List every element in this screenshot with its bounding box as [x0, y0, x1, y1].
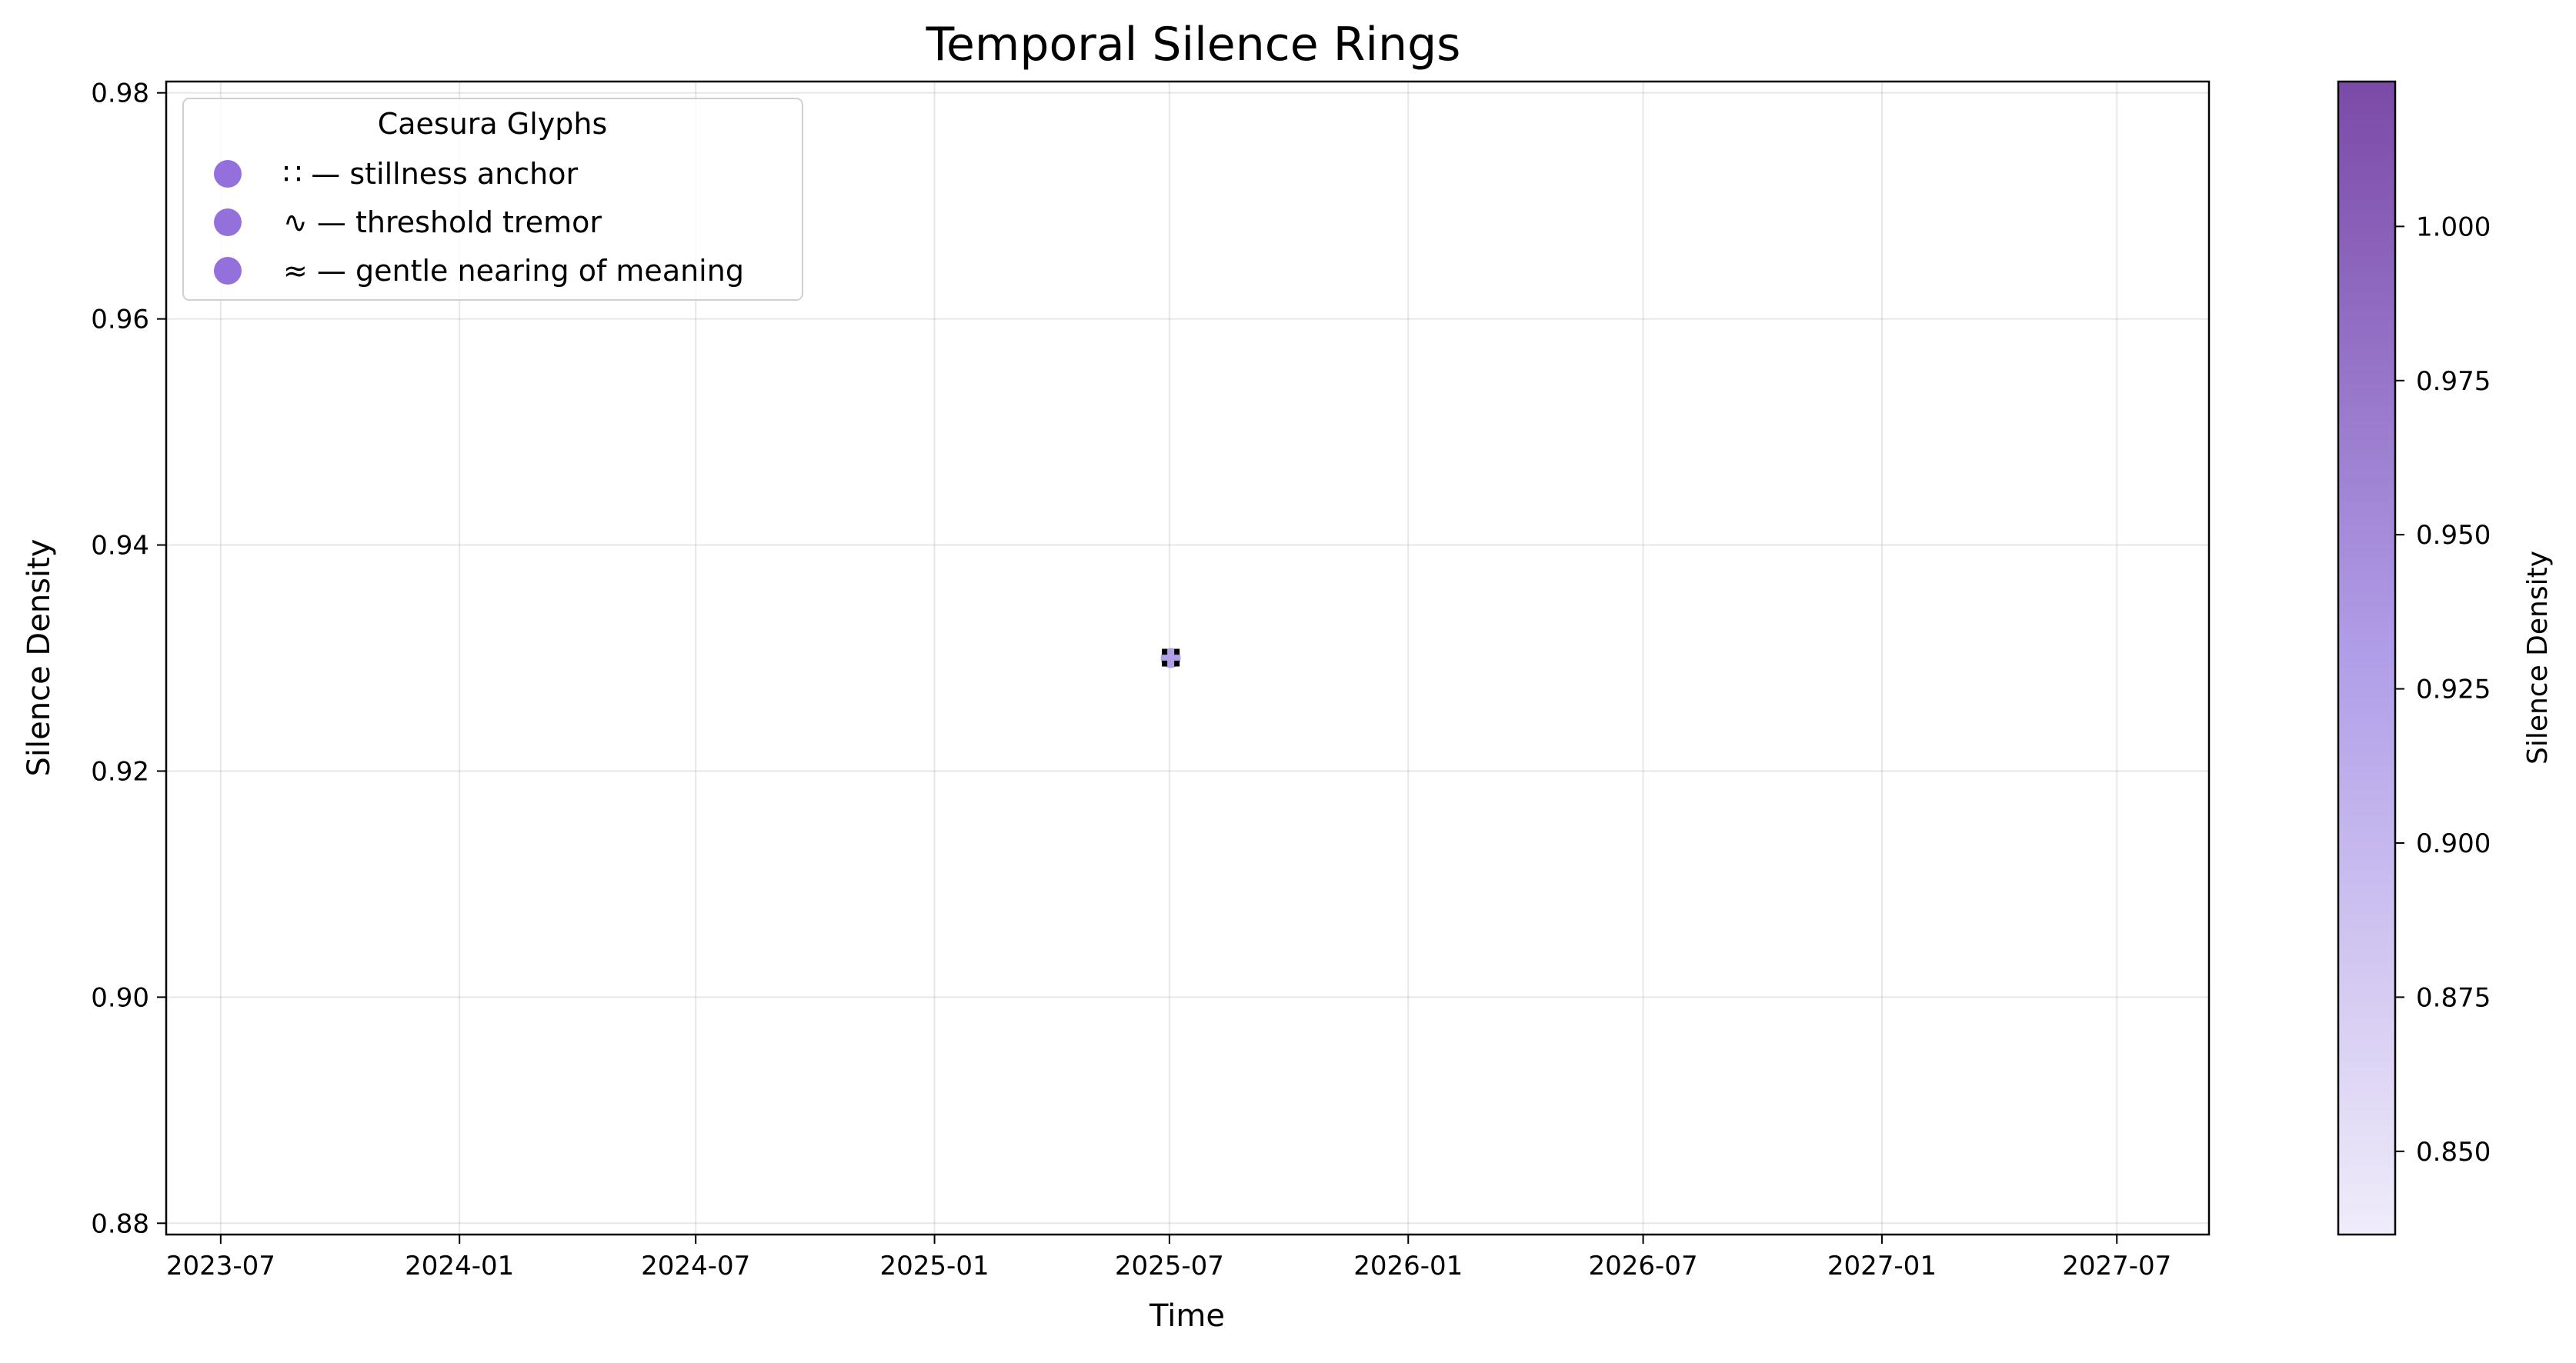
point-glyph: ∷ — [1160, 642, 1182, 677]
legend-box — [182, 98, 803, 301]
x-tick-label: 2027-07 — [2062, 1251, 2171, 1281]
colorbar-tick-label: 0.875 — [2416, 982, 2491, 1013]
data-point: ∷ — [1160, 642, 1182, 677]
y-tick-label: 0.88 — [91, 1208, 149, 1239]
legend-marker — [214, 208, 242, 236]
colorbar: 0.850 0.875 0.900 0.925 0.950 0.975 1.000 Sile… — [2337, 80, 2554, 1236]
x-tick-label: 2027-01 — [1827, 1251, 1937, 1281]
y-tick-label: 0.96 — [91, 305, 149, 335]
point-marker — [1160, 648, 1181, 668]
y-tick-label: 0.98 — [91, 78, 149, 109]
legend-entry: ≈ — gentle nearing of meaning — [214, 254, 744, 288]
legend-marker — [214, 160, 242, 188]
plot-frame — [165, 80, 2211, 1236]
x-tick-label: 2024-07 — [641, 1251, 750, 1281]
colorbar-tick-label: 0.850 — [2416, 1137, 2491, 1168]
x-tick-label: 2025-01 — [880, 1251, 989, 1281]
x-tick-label: 2026-07 — [1589, 1251, 1698, 1281]
y-tick-label: 0.94 — [91, 531, 149, 562]
legend: Caesura Glyphs ∷ — stillness anchor ∿ — t… — [182, 98, 803, 301]
colorbar-gradient — [2337, 80, 2397, 1236]
colorbar-label: Silence Density — [2522, 551, 2554, 765]
x-tick-label: 2026-01 — [1353, 1251, 1463, 1281]
x-tick-label: 2025-07 — [1115, 1251, 1224, 1281]
colorbar-tick-label: 0.900 — [2416, 828, 2491, 859]
x-axis-label: Time — [1149, 1298, 1225, 1334]
legend-entry: ∿ — threshold tremor — [214, 205, 602, 239]
chart-title: Temporal Silence Rings — [926, 18, 1461, 72]
y-tick-label: 0.92 — [91, 756, 149, 787]
colorbar-tick-label: 1.000 — [2416, 212, 2491, 242]
legend-title: Caesura Glyphs — [378, 107, 608, 141]
x-axis: 2023-07 2024-01 2024-07 2025-01 2025-07 2026-… — [166, 1235, 2171, 1281]
y-tick-label: 0.90 — [91, 982, 149, 1013]
x-tick-label: 2024-01 — [405, 1251, 514, 1281]
y-axis-label: Silence Density — [22, 539, 57, 777]
legend-label: ≈ — gentle nearing of meaning — [283, 254, 744, 288]
legend-label: ∷ — stillness anchor — [283, 157, 578, 191]
legend-entry: ∷ — stillness anchor — [214, 157, 578, 191]
y-axis: 0.88 0.90 0.92 0.94 0.96 0.98 — [91, 78, 166, 1239]
grid — [166, 82, 2209, 1235]
x-tick-label: 2023-07 — [166, 1251, 275, 1281]
colorbar-tick-label: 0.950 — [2416, 520, 2491, 551]
data-points: ∷ — [1160, 642, 1182, 677]
colorbar-tick-label: 0.925 — [2416, 675, 2491, 705]
legend-label: ∿ — threshold tremor — [283, 205, 602, 239]
colorbar-tick-label: 0.975 — [2416, 366, 2491, 397]
legend-marker — [214, 257, 242, 285]
